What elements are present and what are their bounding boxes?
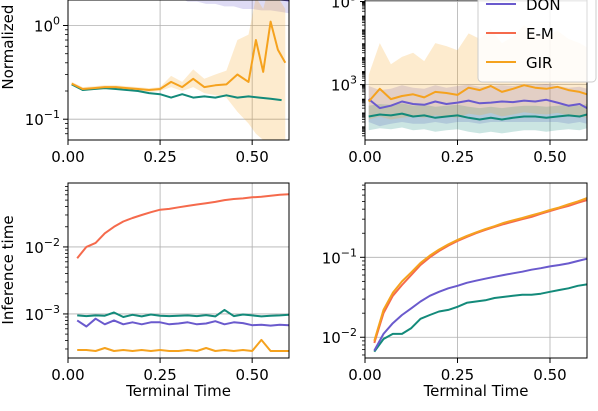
x-tick-label: 0.50 <box>235 366 268 384</box>
series-band-gir <box>71 0 286 140</box>
series-line-gir <box>77 338 289 352</box>
series-band-don <box>184 0 289 14</box>
x-tick-label: 0.25 <box>143 148 176 166</box>
legend: DON E-M GIR <box>477 0 597 83</box>
y-tick-label: 10−1 <box>322 246 357 267</box>
y-axis-label: Inference time <box>0 215 17 324</box>
x-tick-label: 0.25 <box>441 366 474 384</box>
panel-top-left: 0.00 0.25 0.50 10−1 100 Normalized E <box>0 0 290 166</box>
series-line-don <box>373 257 587 352</box>
series-line-gir <box>367 84 587 103</box>
series-line-dgm <box>373 283 587 353</box>
y-tick-label: 10−2 <box>25 236 60 257</box>
x-axis-label: Terminal Time <box>125 382 231 400</box>
axes-frame <box>67 0 290 141</box>
plot-area <box>71 0 289 140</box>
series-line-don <box>76 317 289 328</box>
panel-bottom-left: 0.00 0.25 0.50 10−3 10−2 Terminal Time Inferen… <box>0 182 290 400</box>
series-line-em <box>373 199 587 344</box>
y-tick-label: 109 <box>331 0 357 12</box>
series-line-gir <box>71 20 287 91</box>
y-tick-label: 10−1 <box>25 108 60 129</box>
x-tick-label: 0.25 <box>143 366 176 384</box>
series-line-dgm <box>368 112 587 121</box>
series-line-dgm <box>77 308 289 318</box>
legend-label: DON <box>526 0 561 14</box>
y-axis-label: Normalized E <box>0 0 17 90</box>
x-tick-label: 0.00 <box>348 148 381 166</box>
x-tick-label: 0.00 <box>51 148 84 166</box>
panel-bottom-right: 0.00 0.25 0.50 10−2 10−1 Terminal Time <box>322 182 588 400</box>
x-tick-label: 0.00 <box>348 366 381 384</box>
x-tick-label: 0.50 <box>533 148 566 166</box>
x-tick-label: 0.50 <box>235 148 268 166</box>
plot-area <box>373 197 587 353</box>
y-tick-label: 10−2 <box>322 326 357 347</box>
y-tick-label: 10−3 <box>25 303 60 324</box>
axes-frame <box>364 182 588 359</box>
legend-label: GIR <box>526 54 552 72</box>
axes-frame <box>67 182 290 359</box>
x-axis-label: Terminal Time <box>423 382 529 400</box>
plot-area <box>76 193 289 352</box>
legend-label: E-M <box>526 25 554 43</box>
series-line-gir <box>373 197 587 342</box>
series-line-em <box>76 193 289 259</box>
y-tick-label: 103 <box>331 74 357 95</box>
series-line-dgm <box>71 83 282 102</box>
x-tick-label: 0.25 <box>441 148 474 166</box>
x-tick-label: 0.00 <box>51 366 84 384</box>
x-tick-label: 0.50 <box>533 366 566 384</box>
y-tick-label: 100 <box>34 15 60 36</box>
series-line-don <box>368 98 587 110</box>
